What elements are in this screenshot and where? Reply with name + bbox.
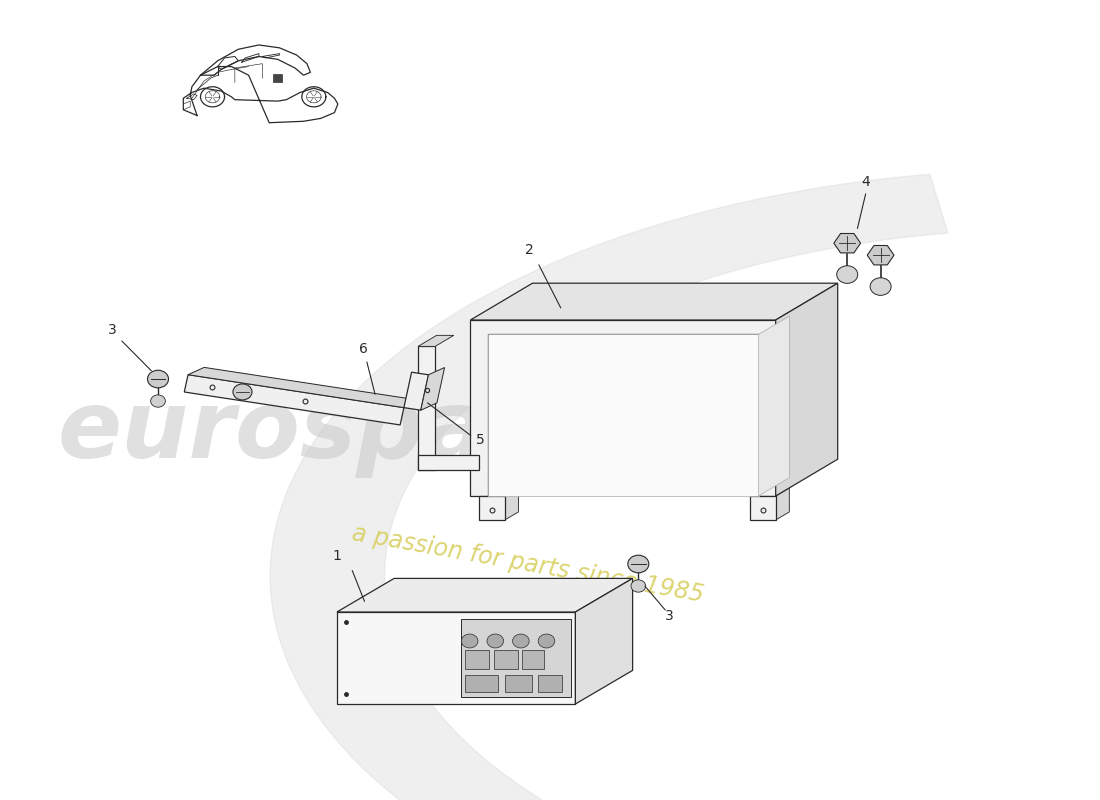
Text: 3: 3 [666,609,674,623]
Circle shape [233,384,252,400]
Polygon shape [188,367,420,408]
Text: 4: 4 [861,174,870,189]
Polygon shape [759,316,790,496]
Bar [505,675,532,692]
Polygon shape [471,283,838,320]
Circle shape [513,634,529,648]
Polygon shape [471,320,776,496]
Circle shape [628,555,649,573]
Circle shape [837,266,858,283]
Polygon shape [750,496,776,520]
Circle shape [631,580,646,592]
Circle shape [461,634,478,648]
Bar [465,675,498,692]
Polygon shape [185,374,404,425]
Polygon shape [478,496,505,520]
Bar [538,675,562,692]
Polygon shape [505,488,518,520]
Circle shape [870,278,891,295]
Text: a passion for parts since 1985: a passion for parts since 1985 [350,521,705,607]
Polygon shape [271,174,948,800]
Polygon shape [418,455,478,470]
Text: eurospares: eurospares [57,386,654,478]
Circle shape [151,395,165,407]
Text: 6: 6 [359,342,367,356]
Text: 1: 1 [332,549,341,563]
Polygon shape [337,578,632,612]
Polygon shape [418,335,454,346]
Polygon shape [418,346,436,470]
Polygon shape [421,367,444,410]
Polygon shape [337,612,575,704]
Polygon shape [834,234,860,253]
Circle shape [487,634,504,648]
Polygon shape [461,619,571,697]
Polygon shape [575,578,632,704]
Bar [494,650,518,669]
Text: 3: 3 [109,323,118,338]
Bar [465,650,490,669]
Polygon shape [776,283,838,496]
Polygon shape [404,372,429,410]
Bar [274,74,282,82]
Text: 2: 2 [526,243,535,258]
Circle shape [147,370,168,388]
Polygon shape [776,488,790,520]
Circle shape [538,634,554,648]
Polygon shape [487,334,759,496]
Polygon shape [867,246,894,265]
Text: 5: 5 [476,433,485,446]
Bar [522,650,544,669]
